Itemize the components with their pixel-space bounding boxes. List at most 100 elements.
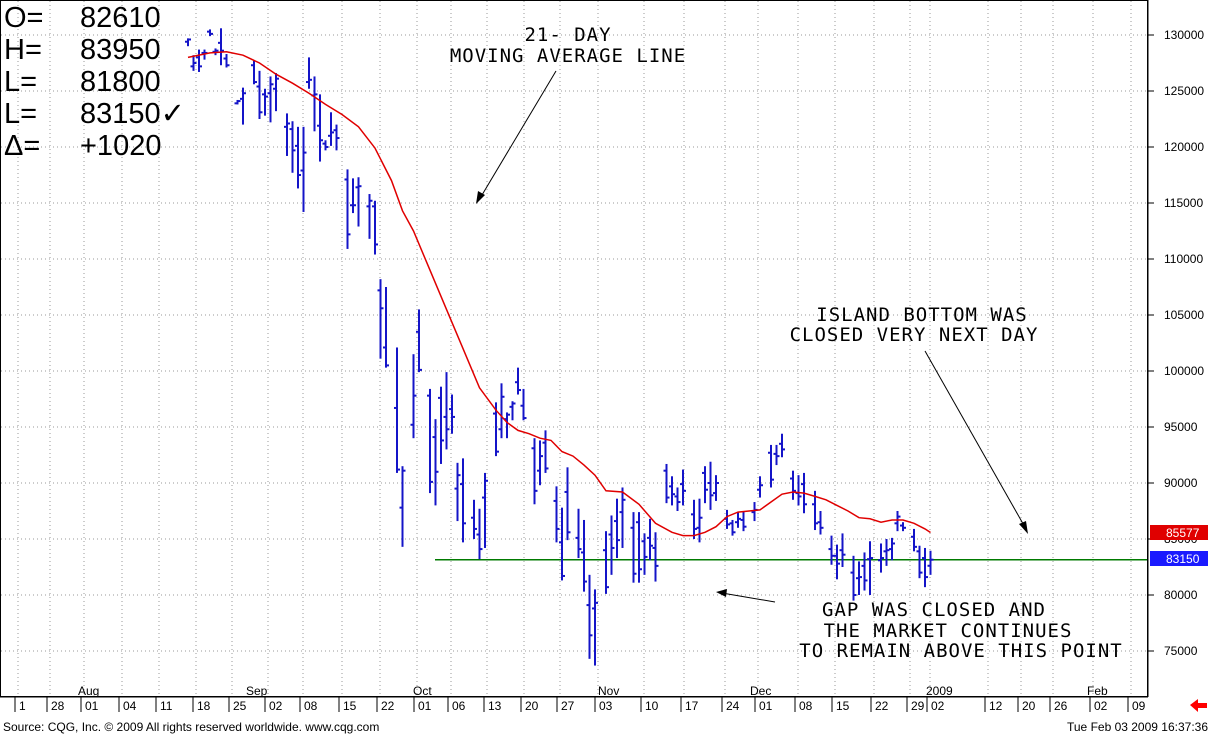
ohlc-bar xyxy=(630,512,637,583)
ohlc-bar xyxy=(652,532,659,582)
ohlc-bar xyxy=(355,177,362,227)
ohlc-bar xyxy=(883,539,890,566)
x-tick-label: 08 xyxy=(304,699,318,713)
ohlc-bar xyxy=(856,561,862,595)
x-tick-label: 29 xyxy=(911,699,925,713)
x-tick-label: 20 xyxy=(1022,699,1036,713)
ohlc-bar xyxy=(300,126,307,212)
ohlc-bar xyxy=(262,88,268,116)
ohlc-bar xyxy=(416,309,422,373)
ohlc-bar xyxy=(399,466,406,547)
ohlc-bar xyxy=(273,73,279,112)
last-price-tag: 83150 xyxy=(1150,551,1208,566)
x-tick-label: 12 xyxy=(989,699,1003,713)
ohlc-bar xyxy=(564,467,571,541)
ohlc-bar xyxy=(603,531,609,594)
ohlc-bar xyxy=(190,55,197,71)
ohlc-bar xyxy=(322,140,329,151)
month-label: 2009 xyxy=(926,684,953,698)
ma-annotation-line1: 21- DAY xyxy=(524,24,611,46)
x-tick-label: 06 xyxy=(452,699,466,713)
gap-annotation-line2: THE MARKET CONTINUES xyxy=(824,620,1073,642)
ohlc-bar xyxy=(900,522,906,532)
ohlc-bar xyxy=(553,486,560,543)
island-annotation: ISLAND BOTTOM WAS CLOSED VERY NEXT DAY xyxy=(790,304,1037,534)
gap-annotation: GAP WAS CLOSED AND THE MARKET CONTINUES … xyxy=(716,589,1122,662)
ohlc-bar xyxy=(619,487,626,548)
ma-annotation-line2: MOVING AVERAGE LINE xyxy=(450,45,686,67)
change-value: +1020 xyxy=(80,130,161,162)
ohlc-bar xyxy=(559,507,565,581)
ohlc-bar xyxy=(328,112,334,146)
ma-price-tag-bg xyxy=(1150,525,1208,540)
ohlc-bar xyxy=(218,28,224,66)
ma-price-tag: 85577 xyxy=(1150,525,1208,540)
ohlc-bar xyxy=(482,472,488,548)
ohlc-bar xyxy=(520,388,527,421)
x-tick-label: 02 xyxy=(269,699,283,713)
ohlc-bar xyxy=(795,475,802,506)
ohlc-bar xyxy=(740,511,747,532)
ohlc-bar xyxy=(427,388,433,494)
ohlc-bar xyxy=(476,508,483,560)
ohlc-bar xyxy=(350,178,356,214)
ohlc-bar xyxy=(647,518,653,561)
ohlc-bar xyxy=(922,547,928,588)
ohlc-bars xyxy=(185,28,934,666)
x-tick-label: 26 xyxy=(1054,699,1068,713)
low-value: 81800 xyxy=(80,66,161,98)
ma-price-tag-value: 85577 xyxy=(1166,526,1200,540)
ohlc-readout: O= 82610 H= 83950 L= 81800 L= 83150✓ Δ= … xyxy=(4,2,185,162)
x-axis-ticks: 1 28 01 04 11 18 25 02 08 15 22 01 06 13 20 27 03 10 17 24 0… xyxy=(14,684,1146,713)
ohlc-bar xyxy=(817,511,824,535)
ohlc-bar xyxy=(333,124,340,151)
x-tick-label: 18 xyxy=(197,699,211,713)
x-tick-label: 02 xyxy=(931,699,945,713)
gap-annotation-line1: GAP WAS CLOSED AND xyxy=(822,599,1046,621)
ohlc-bar xyxy=(691,499,697,539)
ohlc-bar xyxy=(344,169,351,249)
ohlc-bar xyxy=(894,511,901,532)
ohlc-bar xyxy=(311,76,318,132)
ohlc-bar xyxy=(438,386,444,464)
low-label: L= xyxy=(4,66,37,98)
ohlc-bar xyxy=(515,367,521,395)
ohlc-bar xyxy=(608,515,615,575)
gap-annotation-arrowhead xyxy=(716,589,727,597)
ohlc-bar xyxy=(509,401,516,421)
x-tick-label: 11 xyxy=(160,699,173,713)
ohlc-bar xyxy=(581,519,587,592)
x-tick-label: 02 xyxy=(1094,699,1108,713)
ohlc-bar xyxy=(850,555,857,601)
x-tick-label: 10 xyxy=(645,699,659,713)
ohlc-bar xyxy=(251,60,257,85)
ohlc-bar xyxy=(531,438,538,505)
ma-annotation-arrow xyxy=(478,70,557,201)
ohlc-bar xyxy=(504,412,510,439)
x-tick-label: 28 xyxy=(51,699,65,713)
ohlc-bar xyxy=(240,87,246,125)
ohlc-bar xyxy=(839,533,846,567)
scroll-left-arrow-icon[interactable] xyxy=(1190,699,1207,712)
ohlc-bar xyxy=(185,38,191,47)
y-tick-label: 115000 xyxy=(1164,196,1203,210)
ohlc-bar xyxy=(394,347,400,473)
y-tick-label: 120000 xyxy=(1164,140,1204,154)
x-tick-label: 13 xyxy=(488,699,502,713)
x-tick-label: 24 xyxy=(726,699,740,713)
ohlc-bar xyxy=(663,463,670,504)
open-label: O= xyxy=(4,2,44,34)
ohlc-bar xyxy=(471,499,477,539)
y-tick-label: 75000 xyxy=(1164,644,1198,658)
ohlc-bar xyxy=(317,94,323,162)
ohlc-bar xyxy=(454,462,461,522)
ohlc-bar xyxy=(790,470,796,500)
x-tick-label: 03 xyxy=(599,699,613,713)
high-value: 83950 xyxy=(80,34,161,66)
ohlc-bar xyxy=(575,508,582,559)
ohlc-bar xyxy=(636,512,642,583)
ohlc-bar xyxy=(443,372,450,450)
ohlc-bar xyxy=(289,121,296,173)
ohlc-bar xyxy=(812,490,818,531)
y-tick-label: 130000 xyxy=(1164,28,1204,42)
